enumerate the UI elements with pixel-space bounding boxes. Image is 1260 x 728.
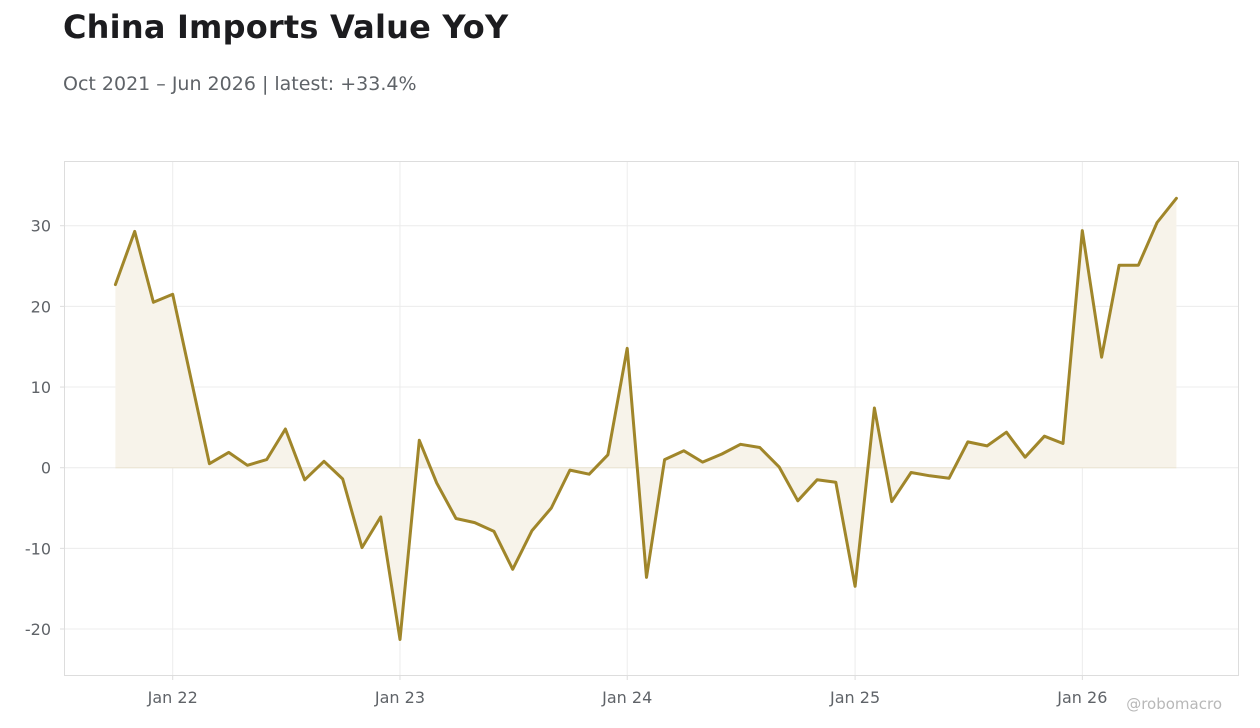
y-axis-ticks: -20 -10 0 10 20 30 bbox=[25, 217, 65, 639]
y-tick-label: 10 bbox=[31, 378, 51, 397]
y-tick-label: -10 bbox=[25, 539, 51, 558]
y-tick-label: -20 bbox=[25, 620, 51, 639]
area-fill-layer bbox=[115, 198, 1177, 640]
chart-subtitle: Oct 2021 – Jun 2026 | latest: +33.4% bbox=[63, 73, 417, 95]
y-tick-label: 0 bbox=[41, 459, 51, 478]
x-tick-label: Jan 22 bbox=[147, 688, 198, 707]
x-tick-label: Jan 26 bbox=[1056, 688, 1107, 707]
grid-lines bbox=[65, 162, 1238, 675]
x-axis-ticks: Jan 22 Jan 23 Jan 24 Jan 25 Jan 26 bbox=[147, 675, 1107, 707]
series-line-layer bbox=[113, 196, 1178, 641]
series-line bbox=[113, 196, 1178, 641]
chart-title: China Imports Value YoY bbox=[63, 8, 509, 46]
y-tick-label: 30 bbox=[31, 217, 51, 236]
y-tick-label: 20 bbox=[31, 297, 51, 316]
plot-frame bbox=[64, 161, 1239, 676]
x-tick-label: Jan 25 bbox=[829, 688, 880, 707]
x-tick-label: Jan 23 bbox=[374, 688, 425, 707]
area-fill bbox=[115, 198, 1177, 640]
watermark: @robomacro bbox=[1126, 695, 1222, 713]
x-tick-label: Jan 24 bbox=[601, 688, 652, 707]
